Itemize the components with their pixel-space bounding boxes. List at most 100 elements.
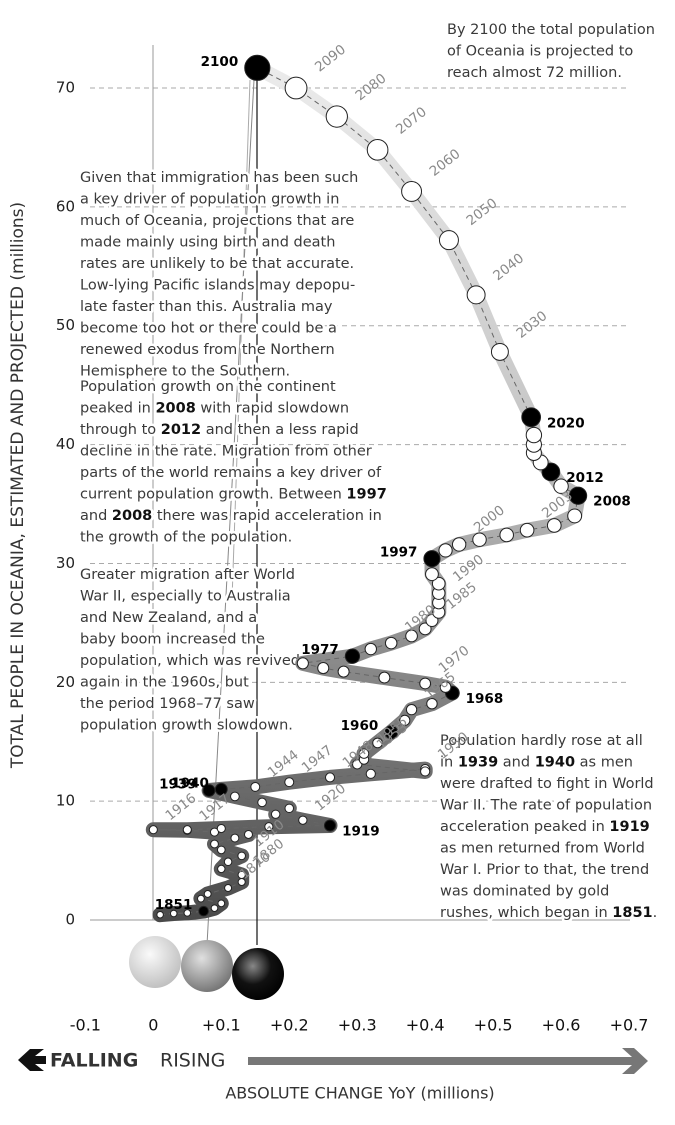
ann-2008-line: parts of the world remains a key driver …	[80, 465, 382, 481]
point	[438, 543, 453, 558]
point	[284, 803, 294, 814]
y-tick-label: 70	[56, 79, 75, 97]
highlight-point	[244, 54, 271, 81]
year-label: 2090	[312, 42, 349, 76]
guide-line	[231, 79, 251, 601]
ann-2008-line: current population growth. Between 1997	[80, 487, 387, 503]
x-tick-label: +0.1	[202, 1016, 241, 1035]
ann-projection-line: rates are unlikely to be that accurate.	[80, 256, 354, 272]
year-label: 2100	[201, 54, 239, 70]
point	[325, 772, 336, 783]
ann-top-line: of Oceania is projected to	[447, 44, 633, 60]
year-label: 2040	[490, 250, 527, 284]
point	[405, 629, 418, 643]
x-tick-label: +0.5	[474, 1016, 513, 1035]
ann-war-line: acceleration peaked in 1919	[440, 819, 650, 835]
ann-2008-line: and 2008 there was rapid acceleration in	[80, 508, 382, 524]
point	[230, 791, 240, 802]
highlight-point	[202, 784, 216, 797]
point	[567, 508, 583, 524]
ann-war-line: War I. Prior to that, the trend	[440, 862, 649, 878]
point	[451, 537, 467, 552]
trend-line	[153, 67, 579, 916]
ann-postwar-line: Greater migration after World	[80, 567, 295, 583]
point	[425, 567, 439, 582]
point	[284, 76, 308, 100]
point	[216, 845, 226, 855]
ann-postwar-line: population growth slowdown.	[80, 718, 293, 734]
highlight-point	[521, 407, 542, 428]
point	[365, 768, 376, 779]
point	[325, 105, 348, 128]
highlight-point	[384, 725, 399, 740]
highlight-point	[323, 819, 337, 832]
ann-postwar-line: the period 1968–77 saw	[80, 696, 255, 712]
point	[264, 822, 274, 832]
point	[546, 518, 562, 533]
year-label: 2050	[464, 195, 501, 229]
highlight-point	[568, 486, 588, 505]
plot: 1851187018801910191719161919192019391940…	[145, 42, 631, 923]
year-label: 1997	[380, 545, 418, 561]
x-axis-title: ABSOLUTE CHANGE YoY (millions)	[225, 1084, 494, 1103]
point	[230, 833, 240, 843]
point	[499, 527, 514, 543]
ann-projection-line: Given that immigration has been such	[80, 170, 358, 186]
ann-projection-line: a key driver of population growth in	[80, 192, 339, 208]
ann-projection-line: renewed exodus from the Northern	[80, 342, 335, 358]
y-tick-label: 30	[56, 554, 75, 572]
point	[250, 781, 261, 792]
falling-ball	[129, 936, 181, 988]
ann-projection-line: Low-lying Pacific islands may depopu-	[80, 278, 355, 294]
ann-postwar-line: baby boom increased the	[80, 632, 265, 648]
point	[217, 864, 226, 874]
x-tick-label: 0	[148, 1016, 158, 1035]
ann-2008-line: peaked in 2008 with rapid slowdown	[80, 401, 349, 417]
ann-2008-line: Population growth on the continent	[80, 379, 336, 395]
highlight-point	[344, 648, 361, 664]
ann-war-line: in 1939 and 1940 as men	[440, 755, 633, 771]
ann-projection-line: Hemisphere to the Southern.	[80, 364, 290, 380]
ann-postwar-line: again in the 1960s, but	[80, 675, 249, 691]
point	[237, 870, 246, 879]
point	[358, 748, 370, 759]
year-label: 1940	[171, 775, 209, 791]
point	[156, 910, 164, 919]
year-label: 1960	[341, 718, 379, 734]
year-label: 2012	[566, 470, 604, 486]
point	[169, 909, 178, 918]
ann-projection-line: become too hot or there could be a	[80, 321, 337, 337]
point	[237, 851, 246, 861]
y-tick-label: 60	[56, 197, 75, 215]
ann-2008-line: the growth of the population.	[80, 530, 292, 546]
ann-2008-line: decline in the rate. Migration from othe…	[80, 444, 372, 460]
point	[431, 576, 446, 591]
point	[366, 139, 389, 161]
point	[270, 809, 281, 819]
ann-war-line: Population hardly rose at all	[440, 733, 643, 749]
point	[425, 614, 439, 627]
point	[438, 230, 459, 251]
point	[399, 714, 411, 726]
point	[284, 777, 295, 788]
point	[472, 532, 487, 547]
y-tick-label: 10	[56, 792, 75, 810]
y-tick-label: 0	[65, 911, 75, 929]
ann-war-line: rushes, which began in 1851.	[440, 905, 657, 921]
x-tick-label: -0.1	[70, 1016, 101, 1035]
peak-ball	[232, 948, 284, 1000]
point	[337, 665, 350, 678]
point	[466, 285, 486, 305]
year-label: 1977	[301, 642, 339, 658]
point	[197, 894, 205, 903]
highlight-point	[214, 782, 228, 796]
point	[183, 909, 192, 917]
point	[384, 636, 398, 650]
point	[182, 825, 192, 835]
x-tick-label: +0.6	[542, 1016, 581, 1035]
point	[553, 478, 569, 494]
point	[223, 857, 233, 867]
point	[216, 823, 226, 834]
year-label: 2008	[593, 494, 631, 510]
